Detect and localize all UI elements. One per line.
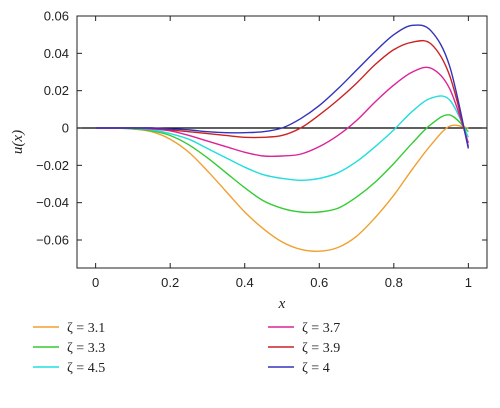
- legend-entry-label: ζ = 3.7: [302, 321, 340, 336]
- series-line-1: [95, 114, 469, 214]
- series-line-3: [95, 66, 470, 158]
- legend-entry-label: ζ = 3.3: [67, 341, 105, 356]
- x-tick-label: 0.8: [385, 275, 403, 290]
- series-line-5: [95, 24, 470, 149]
- x-axis-label: x: [278, 296, 286, 312]
- legend-entry-label: ζ = 4: [302, 361, 330, 376]
- y-tick-label: 0: [62, 121, 69, 136]
- x-tick-label: 0.2: [161, 275, 179, 290]
- legend-entry-label: ζ = 3.9: [302, 341, 340, 356]
- series-line-0: [95, 124, 469, 252]
- y-tick-label: −0.06: [36, 233, 69, 248]
- x-tick-label: 0: [92, 275, 99, 290]
- legend-entry-label: ζ = 4.5: [67, 361, 105, 376]
- plot-area: [77, 24, 487, 252]
- y-tick-label: 0.02: [44, 83, 69, 98]
- axes: 0 0.2 0.4 0.6 0.8 1 0.06 0.04 0.02 0 −0.02 −0.04 −0.…: [10, 9, 488, 312]
- plot-frame: [76, 15, 488, 269]
- x-tick-label: 0.4: [236, 275, 254, 290]
- y-axis-label: u(x): [10, 130, 26, 154]
- legend-entry-label: ζ = 3.1: [67, 321, 105, 336]
- x-tick-label: 0.6: [310, 275, 328, 290]
- series-line-2: [95, 95, 469, 181]
- y-tick-label: 0.06: [44, 9, 69, 24]
- y-tick-label: −0.02: [36, 158, 69, 173]
- y-tick-label: −0.04: [36, 195, 69, 210]
- legend: ζ = 3.1 ζ = 3.3 ζ = 4.5 ζ = 3.7 ζ = 3.9 ζ = 4: [33, 321, 340, 376]
- x-tick-label: 1: [465, 275, 472, 290]
- y-tick-label: 0.04: [44, 46, 69, 61]
